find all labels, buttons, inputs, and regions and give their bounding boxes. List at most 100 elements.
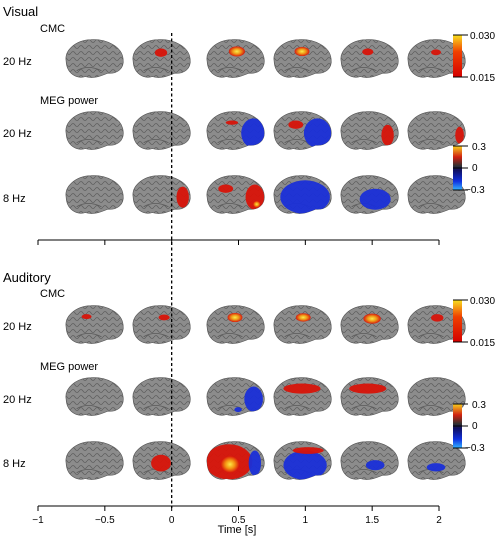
- activation-layer: [154, 48, 168, 57]
- sylvian-fissure: [143, 333, 169, 338]
- colorbar-auditory-cmc: 0.030 0.015: [453, 296, 495, 349]
- activation-layer: [283, 383, 321, 394]
- brain-map: [65, 441, 124, 480]
- row-label-visual-meg-20hz: 20 Hz: [3, 128, 32, 140]
- colorbar-auditory-meg-bottom: −0.3: [465, 443, 485, 454]
- activation-blob-blue: [241, 118, 265, 148]
- brain-surface: [206, 39, 265, 78]
- brain-map: [340, 111, 399, 150]
- activation-blob-red: [218, 184, 234, 193]
- sylvian-fissure: [418, 333, 444, 338]
- activation-blob-blue: [426, 463, 446, 472]
- colorbar-visual-cmc-bottom: 0.015: [470, 73, 495, 84]
- colorbar-visual-cmc: 0.030 0.015: [453, 31, 495, 84]
- brain-surface: [65, 111, 124, 150]
- activation-layer: [288, 118, 332, 148]
- sylvian-fissure: [418, 405, 444, 410]
- colorbar-visual-meg-mid: 0: [472, 163, 478, 174]
- section-title-auditory: Auditory: [3, 270, 51, 285]
- activation-layer: [176, 186, 189, 208]
- activation-layer: [362, 48, 374, 56]
- colorbar-auditory-meg-top: 0.3: [472, 400, 486, 411]
- activation-layer: [218, 184, 265, 210]
- brain-surface: [407, 441, 466, 480]
- activation-blob-yellow: [295, 313, 311, 322]
- sylvian-fissure: [418, 139, 444, 144]
- tick-label: 0.5: [232, 515, 246, 526]
- sylvian-fissure: [351, 333, 377, 338]
- activation-blob-yellow: [363, 313, 381, 324]
- brain-map: [132, 377, 191, 416]
- sylvian-fissure: [351, 67, 377, 72]
- brain-map: [340, 305, 399, 344]
- activation-layer: [158, 314, 170, 321]
- activation-blob-red: [151, 454, 171, 472]
- brain-surface: [132, 39, 191, 78]
- activation-layer: [151, 454, 171, 472]
- activation-blob-blue: [283, 450, 327, 480]
- brain-map: [65, 39, 124, 78]
- brain-map: [340, 377, 399, 416]
- activation-layer: [225, 118, 265, 148]
- activation-blob-red: [362, 48, 374, 56]
- brain-map: [132, 305, 191, 344]
- activation-blob-blue: [365, 460, 385, 471]
- brain-map: [407, 175, 466, 214]
- row-label-auditory-cmc-20hz: 20 Hz: [3, 321, 32, 333]
- brain-map: [273, 111, 332, 150]
- brain-map: [206, 441, 265, 480]
- activation-blob-yellow: [294, 46, 310, 57]
- brain-map: [65, 111, 124, 150]
- brain-surface: [65, 175, 124, 214]
- sylvian-fissure: [143, 67, 169, 72]
- activation-blob-red: [381, 124, 394, 146]
- brain-surface: [273, 377, 332, 416]
- activation-blob-red: [431, 49, 441, 56]
- brain-surface: [340, 377, 399, 416]
- brain-map: [65, 175, 124, 214]
- tick-label: −0.5: [95, 515, 115, 526]
- brain-surface: [340, 39, 399, 78]
- brain-map: [407, 111, 466, 150]
- brain-surface: [65, 377, 124, 416]
- tick-label: 1: [303, 515, 309, 526]
- activation-layer: [381, 124, 394, 146]
- sylvian-fissure: [143, 139, 169, 144]
- activation-blob-yellow: [252, 200, 261, 208]
- activation-blob-red: [288, 120, 304, 129]
- brain-surface: [65, 305, 124, 344]
- activation-blob-red: [176, 186, 189, 208]
- brain-surface: [273, 305, 332, 344]
- activation-blob-yellow: [227, 312, 243, 323]
- colorbar-visual-meg-bottom: −0.3: [465, 185, 485, 196]
- brain-map: [132, 39, 191, 78]
- brain-map: [206, 175, 265, 214]
- activation-blob-red: [349, 383, 387, 394]
- cmc-label-auditory: CMC: [40, 288, 65, 300]
- row-label-visual-meg-8hz: 8 Hz: [3, 193, 26, 205]
- colorbar-auditory-cmc-top: 0.030: [470, 296, 495, 307]
- brain-map: [340, 441, 399, 480]
- activation-layer: [234, 386, 263, 413]
- brain-surface: [340, 441, 399, 480]
- activation-layer: [431, 314, 444, 322]
- activation-blob-blue: [303, 118, 332, 148]
- activation-layer: [228, 46, 245, 57]
- brain-map: [340, 175, 399, 214]
- activation-layer: [295, 313, 311, 322]
- sylvian-fissure: [76, 203, 102, 208]
- tick-label: −1: [32, 515, 44, 526]
- brain-map: [273, 441, 332, 480]
- activation-blob-red: [225, 120, 239, 125]
- sylvian-fissure: [284, 67, 310, 72]
- sylvian-fissure: [76, 405, 102, 410]
- tick-label: 2: [436, 515, 442, 526]
- brain-surface: [132, 305, 191, 344]
- brain-map: [132, 441, 191, 480]
- activation-blob-yellow: [220, 455, 240, 473]
- brain-map: [407, 39, 466, 78]
- activation-blob-blue: [244, 386, 263, 412]
- activation-layer: [283, 447, 327, 480]
- activation-layer: [294, 46, 310, 57]
- activation-layer: [359, 188, 391, 210]
